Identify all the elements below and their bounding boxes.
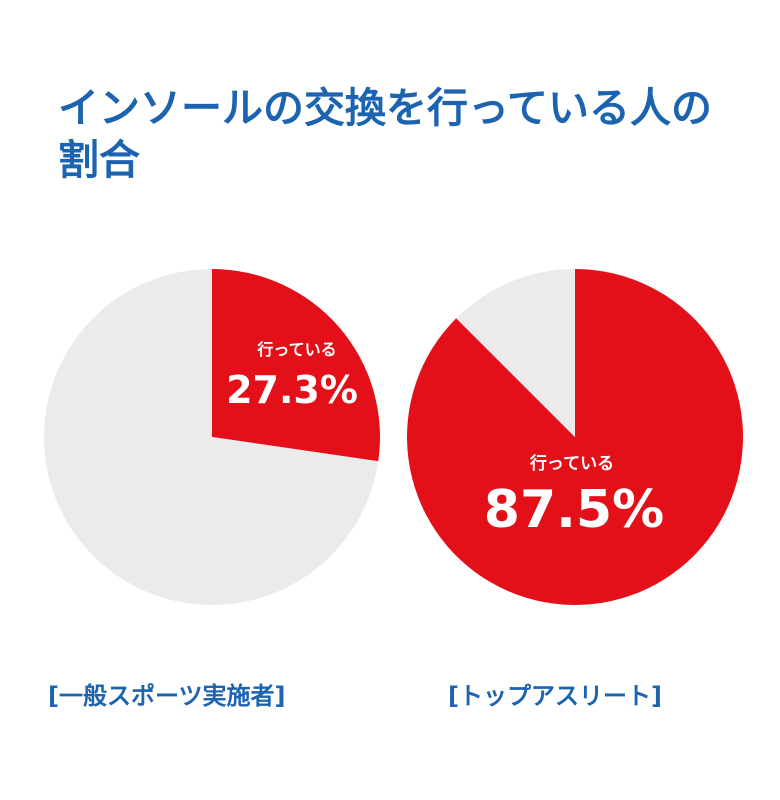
chart-title: インソールの交換を行っている人の割合 [58, 84, 712, 184]
slice-value-label: 27.3% [226, 368, 358, 412]
pie-slice-rest [44, 269, 379, 605]
pie-top-athletes: 行っている 87.5% [407, 269, 744, 605]
slice-value-label: 87.5% [484, 480, 664, 540]
caption-top-athletes: [トップアスリート] [448, 682, 662, 710]
slice-label: 行っている [529, 453, 614, 474]
pie-slice-highlight [212, 269, 381, 462]
pie-slice-highlight [407, 269, 744, 605]
slice-label: 行っている [256, 340, 336, 359]
caption-general-athletes: [一般スポーツ実施者] [48, 682, 286, 710]
pie-general-athletes: 行っている 27.3% [44, 269, 381, 605]
pie-slice-rest [456, 269, 575, 437]
